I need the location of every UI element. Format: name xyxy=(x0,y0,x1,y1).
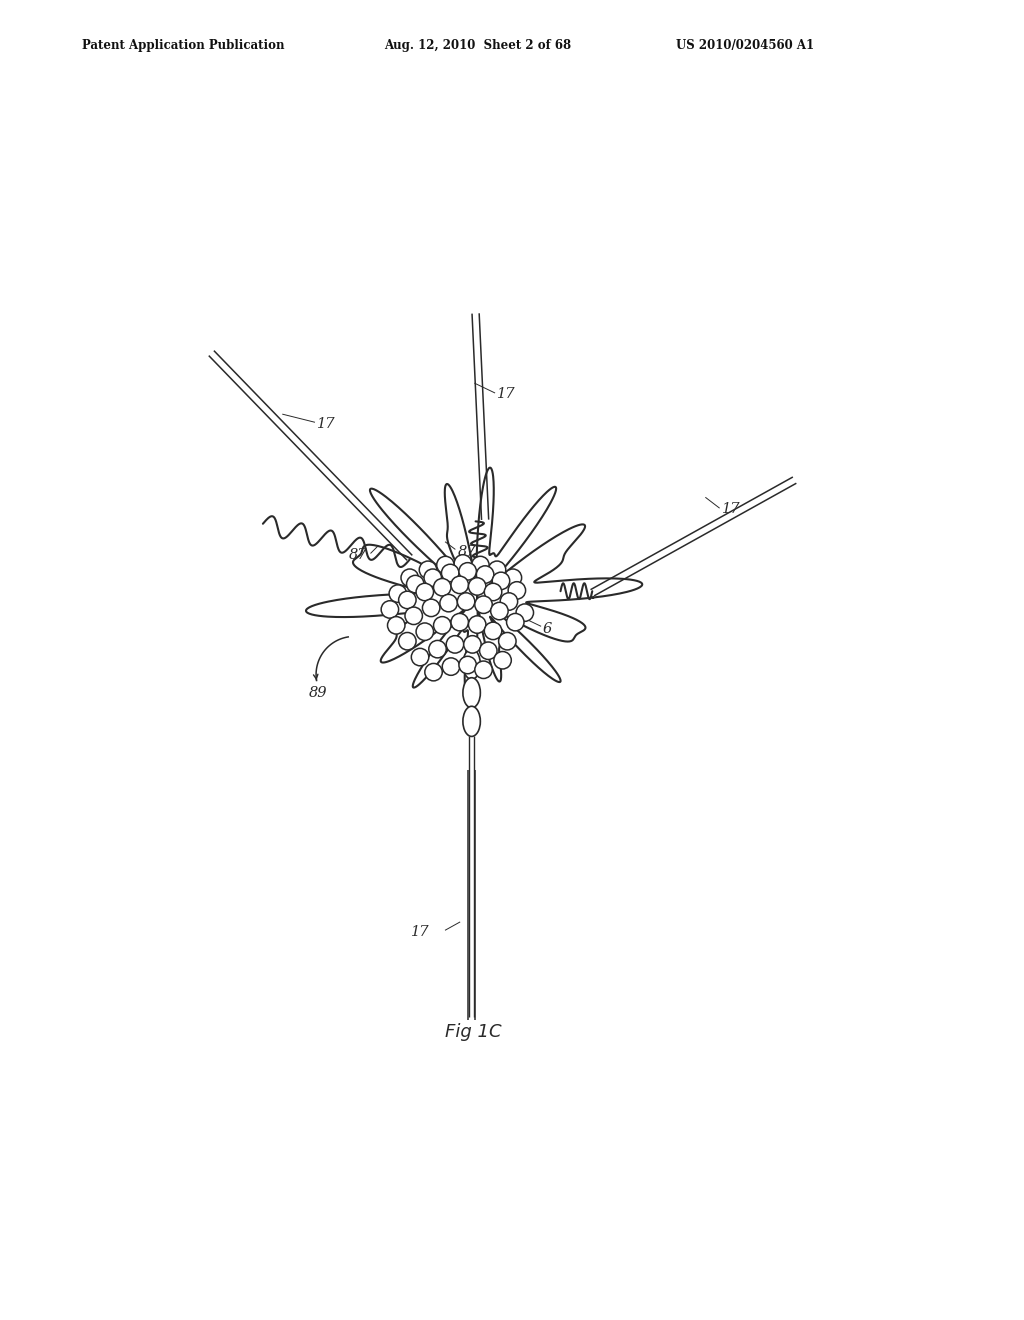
Circle shape xyxy=(499,632,516,649)
Circle shape xyxy=(459,656,476,673)
Circle shape xyxy=(387,616,404,634)
Circle shape xyxy=(398,591,416,609)
Circle shape xyxy=(468,578,486,595)
Circle shape xyxy=(404,607,423,624)
Circle shape xyxy=(479,642,497,660)
Circle shape xyxy=(475,661,493,678)
Ellipse shape xyxy=(463,677,480,708)
Ellipse shape xyxy=(463,649,480,680)
Polygon shape xyxy=(306,467,642,694)
Circle shape xyxy=(433,616,451,634)
Text: Fig 1C: Fig 1C xyxy=(444,1023,502,1041)
Circle shape xyxy=(451,614,468,631)
Text: 17: 17 xyxy=(722,503,740,516)
Circle shape xyxy=(389,585,407,602)
Circle shape xyxy=(459,562,476,579)
Text: 89: 89 xyxy=(309,686,328,700)
Text: 87: 87 xyxy=(458,545,476,558)
Text: Patent Application Publication: Patent Application Publication xyxy=(82,38,285,51)
Circle shape xyxy=(472,556,489,574)
Circle shape xyxy=(500,593,518,610)
Text: 17: 17 xyxy=(411,925,430,939)
Circle shape xyxy=(484,622,502,640)
Ellipse shape xyxy=(463,706,480,737)
Circle shape xyxy=(381,601,398,618)
Circle shape xyxy=(451,576,468,594)
Circle shape xyxy=(468,616,486,634)
Circle shape xyxy=(416,623,433,640)
Circle shape xyxy=(407,576,424,593)
Circle shape xyxy=(507,614,524,631)
Circle shape xyxy=(508,582,525,599)
Circle shape xyxy=(458,593,475,610)
Text: Aug. 12, 2010  Sheet 2 of 68: Aug. 12, 2010 Sheet 2 of 68 xyxy=(384,38,571,51)
Circle shape xyxy=(488,561,506,578)
Circle shape xyxy=(475,595,493,614)
Circle shape xyxy=(441,564,459,582)
Text: US 2010/0204560 A1: US 2010/0204560 A1 xyxy=(676,38,814,51)
Text: 17: 17 xyxy=(316,417,336,430)
Circle shape xyxy=(504,569,521,586)
Circle shape xyxy=(433,578,451,595)
Circle shape xyxy=(401,569,419,586)
Circle shape xyxy=(442,657,460,676)
Text: 17: 17 xyxy=(497,387,515,400)
Circle shape xyxy=(398,632,416,649)
Circle shape xyxy=(446,636,464,653)
Circle shape xyxy=(423,599,440,616)
Circle shape xyxy=(440,594,458,612)
Circle shape xyxy=(476,566,494,583)
Circle shape xyxy=(464,636,481,653)
Circle shape xyxy=(424,569,441,586)
Circle shape xyxy=(425,664,442,681)
Text: 87: 87 xyxy=(349,549,368,562)
Circle shape xyxy=(429,640,446,657)
Circle shape xyxy=(484,583,502,601)
Circle shape xyxy=(436,556,455,574)
Circle shape xyxy=(455,554,472,572)
Circle shape xyxy=(412,648,429,665)
Circle shape xyxy=(419,561,436,578)
Circle shape xyxy=(490,602,508,620)
Circle shape xyxy=(516,605,534,622)
Circle shape xyxy=(494,652,511,669)
Circle shape xyxy=(493,572,510,590)
Circle shape xyxy=(416,583,433,601)
Text: 6: 6 xyxy=(543,622,552,635)
